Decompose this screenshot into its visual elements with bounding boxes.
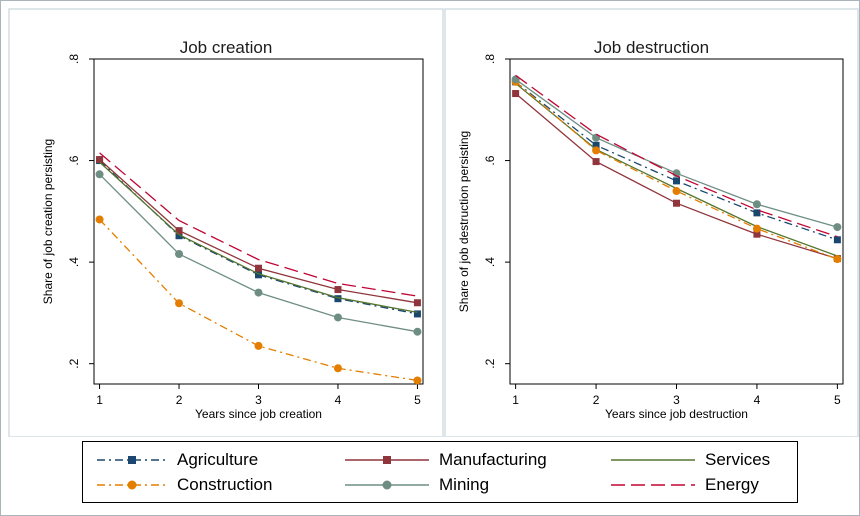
data-point	[255, 264, 262, 272]
data-point	[413, 327, 422, 336]
series-construction	[511, 77, 842, 264]
data-point	[753, 230, 761, 238]
y-tick-label: .4	[483, 257, 497, 267]
series-line	[99, 152, 418, 297]
data-point	[413, 310, 421, 318]
data-point	[255, 271, 262, 279]
series-construction	[95, 215, 422, 385]
data-point	[175, 227, 183, 235]
x-tick-label: 5	[414, 393, 421, 407]
series-energy	[515, 74, 838, 238]
x-tick-label: 2	[593, 393, 600, 407]
y-tick-label: .2	[483, 358, 497, 368]
series-manufacturing	[96, 156, 421, 307]
plot-area	[93, 58, 424, 385]
data-point	[95, 170, 104, 179]
series-services	[99, 161, 418, 314]
y-axis-title: Share of job creation persisting	[41, 139, 55, 304]
data-point	[511, 75, 520, 84]
legend-swatch	[611, 484, 695, 486]
x-tick-label: 5	[834, 393, 841, 407]
x-tick-label: 2	[176, 393, 183, 407]
data-point	[512, 90, 520, 98]
data-point	[254, 341, 263, 350]
series-mining	[95, 170, 422, 336]
x-tick-label: 1	[96, 393, 103, 407]
panel-2: Job destruction .2 .4 .6 .8 1 2 3 4 5 Years since …	[444, 8, 859, 437]
data-point	[175, 299, 184, 308]
data-point	[334, 295, 342, 303]
data-point	[592, 141, 600, 149]
series-line	[515, 81, 838, 260]
x-tick-label: 3	[673, 393, 680, 407]
chart-title: Job destruction	[594, 38, 709, 57]
data-point	[413, 299, 421, 307]
data-point	[753, 209, 761, 217]
legend-label: Construction	[177, 475, 273, 494]
y-tick-label: .6	[67, 155, 81, 165]
data-point	[175, 232, 183, 240]
data-point	[833, 236, 841, 244]
legend-item-construction: Construction	[97, 473, 272, 497]
series-energy	[99, 152, 418, 297]
legend-label: Agriculture	[177, 450, 259, 469]
data-point	[175, 250, 184, 258]
y-axis-title: Share of job destruction persisting	[457, 131, 471, 312]
charts-canvas: Job creation .2 .4 .6 .8 1 2 3 4 5 Years since job…	[8, 8, 859, 437]
series-line	[99, 161, 418, 314]
data-point	[254, 288, 263, 297]
y-tick-label: .8	[483, 54, 497, 64]
y-tick-label: .6	[483, 155, 497, 165]
x-axis-title: Years since job destruction	[605, 407, 748, 421]
legend-label: Services	[705, 450, 771, 469]
legend-swatch	[345, 480, 429, 490]
data-point	[413, 376, 422, 385]
legend-swatch	[611, 459, 695, 461]
chart-title: Job creation	[180, 38, 273, 57]
data-point	[333, 313, 342, 322]
legend: Agriculture Manufacturing Services Construc…	[82, 441, 798, 503]
data-point	[592, 146, 601, 155]
data-point	[95, 215, 104, 224]
series-line	[515, 74, 838, 238]
panel-1: Job creation .2 .4 .6 .8 1 2 3 4 5 Years since job…	[8, 8, 444, 437]
y-tick-label: .8	[67, 54, 81, 64]
series-mining	[511, 75, 842, 232]
data-point	[833, 223, 842, 232]
data-point	[752, 200, 761, 209]
legend-label: Mining	[439, 475, 490, 494]
x-tick-label: 1	[512, 393, 519, 407]
legend-item-agriculture: Agriculture	[97, 448, 258, 472]
y-tick-label: .2	[67, 358, 81, 368]
x-tick-label: 3	[255, 393, 262, 407]
x-tick-label: 4	[754, 393, 761, 407]
legend-item-energy: Energy	[611, 473, 759, 497]
data-point	[333, 364, 342, 373]
x-tick-label: 4	[335, 393, 342, 407]
data-point	[673, 199, 680, 207]
plot-area	[509, 58, 844, 385]
legend-label: Energy	[705, 475, 759, 494]
data-point	[334, 286, 342, 294]
legend-item-manufacturing: Manufacturing	[345, 448, 547, 472]
y-tick-label: .4	[67, 257, 81, 267]
legend-item-services: Services	[611, 448, 770, 472]
legend-swatch	[97, 480, 167, 490]
data-point	[673, 177, 680, 185]
data-point	[672, 187, 681, 196]
x-axis-title: Years since job creation	[195, 407, 322, 421]
data-point	[96, 156, 104, 164]
legend-swatch	[345, 456, 429, 464]
data-point	[833, 255, 842, 264]
data-point	[752, 224, 761, 233]
data-point	[592, 158, 600, 166]
legend-item-mining: Mining	[345, 473, 489, 497]
legend-swatch	[97, 456, 167, 464]
legend-label: Manufacturing	[439, 450, 547, 469]
